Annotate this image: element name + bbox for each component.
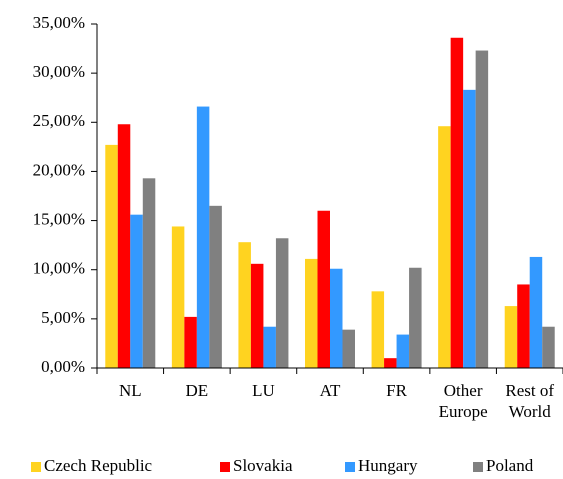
legend-label: Poland bbox=[486, 456, 534, 475]
x-tick-label: Other Europe bbox=[439, 381, 488, 421]
legend-swatch bbox=[220, 462, 230, 472]
bar bbox=[342, 329, 355, 368]
bar bbox=[529, 256, 543, 368]
x-tick-label: Rest of World bbox=[505, 381, 554, 421]
bar bbox=[450, 37, 464, 368]
y-tick-label: 0,00% bbox=[41, 357, 85, 376]
x-tick-label: NL bbox=[119, 381, 142, 400]
bar bbox=[196, 106, 210, 368]
bar bbox=[105, 144, 118, 368]
bar bbox=[238, 242, 251, 368]
x-tick-label: AT bbox=[320, 381, 341, 400]
bar bbox=[275, 238, 289, 368]
legend-swatch bbox=[31, 462, 41, 472]
bar bbox=[438, 126, 451, 369]
legend-label: Czech Republic bbox=[44, 456, 153, 475]
bar bbox=[396, 334, 410, 368]
bar bbox=[371, 291, 385, 368]
y-tick-label: 5,00% bbox=[41, 308, 85, 327]
y-tick-label: 10,00% bbox=[33, 259, 85, 278]
y-tick-label: 25,00% bbox=[33, 111, 85, 130]
bar bbox=[330, 268, 343, 368]
legend-swatch bbox=[345, 462, 355, 472]
bar bbox=[142, 178, 156, 368]
bar bbox=[384, 358, 397, 368]
bar bbox=[209, 205, 222, 368]
bar bbox=[263, 326, 276, 368]
bar bbox=[117, 124, 131, 368]
bar bbox=[130, 214, 143, 368]
bar bbox=[542, 326, 555, 368]
legend-swatch bbox=[473, 462, 483, 472]
x-tick-label: DE bbox=[186, 381, 209, 400]
bar bbox=[517, 284, 530, 368]
legend-label: Hungary bbox=[358, 456, 418, 475]
y-tick-label: 35,00% bbox=[33, 13, 85, 32]
bar bbox=[409, 267, 422, 368]
y-tick-label: 15,00% bbox=[33, 209, 85, 228]
y-tick-label: 30,00% bbox=[33, 62, 85, 81]
x-tick-label: FR bbox=[386, 381, 407, 400]
legend-label: Slovakia bbox=[233, 456, 293, 475]
bar bbox=[317, 210, 330, 368]
bar bbox=[250, 263, 264, 368]
bar bbox=[463, 89, 476, 368]
bar bbox=[184, 316, 197, 368]
bar bbox=[171, 226, 185, 368]
y-tick-label: 20,00% bbox=[33, 160, 85, 179]
bar bbox=[504, 306, 518, 368]
bar bbox=[475, 50, 489, 369]
x-tick-label: LU bbox=[252, 381, 275, 400]
bar bbox=[305, 258, 318, 368]
